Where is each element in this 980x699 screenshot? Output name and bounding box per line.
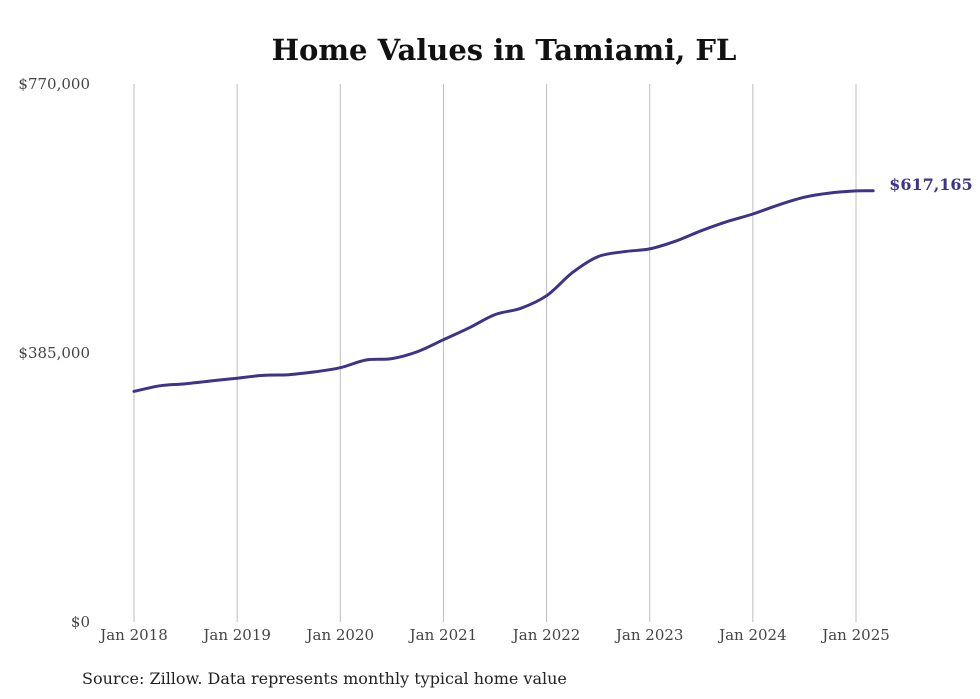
gridlines xyxy=(133,84,857,622)
source-note: Source: Zillow. Data represents monthly … xyxy=(82,669,567,688)
y-tick-label-2: $770,000 xyxy=(18,75,90,93)
x-tick-label-3: Jan 2021 xyxy=(408,626,478,644)
x-tick-label-2: Jan 2020 xyxy=(305,626,375,644)
series-layer: $617,165 xyxy=(132,175,973,393)
x-axis-ticks: Jan 2018 Jan 2019 Jan 2020 Jan 2021 Jan 2022… xyxy=(98,626,890,644)
x-tick-label-6: Jan 2024 xyxy=(717,626,787,644)
x-tick-label-1: Jan 2019 xyxy=(201,626,271,644)
x-tick-label-4: Jan 2022 xyxy=(511,626,581,644)
x-tick-label-5: Jan 2023 xyxy=(614,626,684,644)
y-tick-label-1: $385,000 xyxy=(18,344,90,362)
x-tick-label-7: Jan 2025 xyxy=(820,626,890,644)
series-line-0 xyxy=(132,189,875,393)
end-value-label: $617,165 xyxy=(889,175,973,194)
x-tick-label-0: Jan 2018 xyxy=(98,626,168,644)
chart-title: Home Values in Tamiami, FL xyxy=(272,33,737,67)
y-tick-label-0: $0 xyxy=(71,613,90,631)
y-axis-ticks: $0 $385,000 $770,000 xyxy=(18,75,90,631)
